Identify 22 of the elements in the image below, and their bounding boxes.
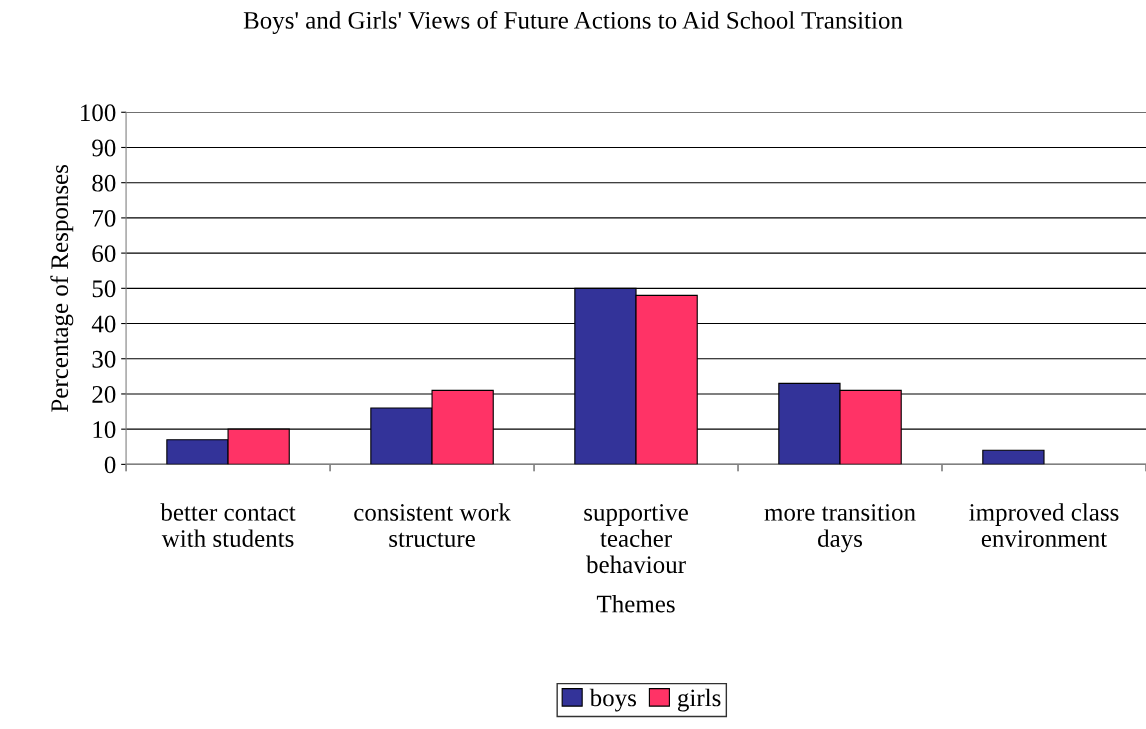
bar: [982, 449, 1045, 465]
y-tick-label: 50: [92, 280, 116, 298]
y-tick-label: 80: [92, 174, 116, 192]
x-tick-label: consistent work structure: [354, 503, 511, 547]
y-tick-label: 70: [92, 209, 116, 227]
y-tick-label: 40: [91, 315, 116, 333]
x-tick-label: better contact with students: [160, 503, 296, 547]
y-tick-label: 60: [92, 245, 116, 263]
y-tick-label: 20: [92, 386, 116, 403]
chart-title: Boys' and Girls' Views of Future Actions to Aid School Transition: [243, 10, 903, 34]
legend-label: girls: [677, 688, 721, 712]
y-axis-title: Percentage of Responses: [50, 164, 74, 412]
y-tick-label: 10: [93, 421, 116, 439]
x-axis-title: Themes: [596, 594, 675, 613]
y-tick-label: 90: [92, 139, 116, 157]
x-tick-label: improved class environment: [969, 503, 1119, 547]
legend-label: boys: [589, 688, 636, 712]
x-tick-label: supportive teacher behaviour: [584, 504, 688, 574]
y-tick-label: 100: [81, 104, 116, 122]
y-tick-label: 30: [92, 350, 116, 368]
y-tick-label: 0: [104, 456, 116, 474]
x-tick-label: more transition days: [764, 504, 916, 553]
